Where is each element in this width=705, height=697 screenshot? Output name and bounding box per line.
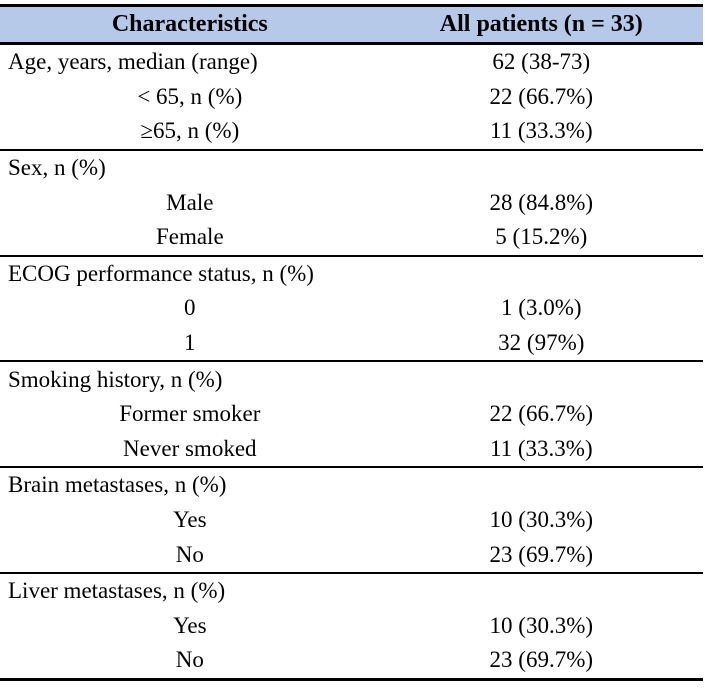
- row-value: 10 (30.3%): [489, 507, 594, 533]
- row-label: ≥65, n (%): [140, 118, 240, 144]
- row-label: 1: [184, 330, 196, 356]
- row-value: 22 (66.7%): [489, 83, 594, 109]
- table-row: ECOG performance status, n (%): [0, 257, 703, 292]
- row-value: 22 (66.7%): [489, 401, 594, 427]
- row-value: 28 (84.8%): [489, 189, 594, 215]
- table-row: Sex, n (%): [0, 151, 703, 186]
- table-row: Former smoker 22 (66.7%): [0, 397, 703, 432]
- characteristics-table: Characteristics All patients (n = 33) Ag…: [0, 4, 703, 681]
- table-row: Never smoked 11 (33.3%): [0, 432, 703, 467]
- row-value: 11 (33.3%): [489, 435, 593, 461]
- row-label: Liver metastases, n (%): [8, 578, 226, 604]
- row-value: 1 (3.0%): [501, 295, 582, 321]
- table-row: Yes 10 (30.3%): [0, 609, 703, 644]
- table-row: Smoking history, n (%): [0, 362, 703, 397]
- table-row: Male 28 (84.8%): [0, 185, 703, 220]
- header-all-patients: All patients (n = 33): [439, 11, 643, 37]
- section-smoking: Smoking history, n (%) Former smoker 22 …: [0, 362, 703, 469]
- table-row: Yes 10 (30.3%): [0, 503, 703, 538]
- table-row: Brain metastases, n (%): [0, 468, 703, 503]
- row-label: Brain metastases, n (%): [8, 472, 227, 498]
- row-label: Female: [155, 224, 224, 250]
- row-label: < 65, n (%): [137, 83, 243, 109]
- row-label: No: [175, 647, 204, 673]
- table-row: Liver metastases, n (%): [0, 574, 703, 609]
- row-label: Smoking history, n (%): [8, 366, 223, 392]
- table-row: No 23 (69.7%): [0, 643, 703, 678]
- table-row: No 23 (69.7%): [0, 537, 703, 572]
- row-value: 23 (69.7%): [489, 647, 594, 673]
- row-label: Male: [166, 189, 214, 215]
- row-label: No: [175, 541, 204, 567]
- row-value: 11 (33.3%): [489, 118, 593, 144]
- table-row: ≥65, n (%) 11 (33.3%): [0, 114, 703, 149]
- table-row: 1 32 (97%): [0, 326, 703, 361]
- row-label: Sex, n (%): [8, 155, 106, 181]
- row-value: 10 (30.3%): [489, 612, 594, 638]
- row-label: Age, years, median (range): [8, 49, 258, 75]
- row-value: 32 (97%): [498, 330, 585, 356]
- section-age: Age, years, median (range) 62 (38-73) < …: [0, 45, 703, 151]
- row-label: Yes: [173, 612, 207, 638]
- section-sex: Sex, n (%) Male 28 (84.8%) Female 5 (15.…: [0, 151, 703, 257]
- row-label: Former smoker: [119, 401, 261, 427]
- row-value: 5 (15.2%): [495, 224, 588, 250]
- section-brain-metastases: Brain metastases, n (%) Yes 10 (30.3%) N…: [0, 468, 703, 574]
- row-label: Yes: [173, 507, 207, 533]
- table-row: Female 5 (15.2%): [0, 220, 703, 255]
- table-row: Age, years, median (range) 62 (38-73): [0, 45, 703, 80]
- table-row: < 65, n (%) 22 (66.7%): [0, 80, 703, 115]
- section-liver-metastases: Liver metastases, n (%) Yes 10 (30.3%) N…: [0, 574, 703, 678]
- row-label: Never smoked: [123, 435, 257, 461]
- table-row: 0 1 (3.0%): [0, 291, 703, 326]
- table-header-row: Characteristics All patients (n = 33): [0, 7, 703, 45]
- row-label: ECOG performance status, n (%): [8, 260, 314, 286]
- row-value: 23 (69.7%): [489, 541, 594, 567]
- row-value: 62 (38-73): [492, 49, 591, 75]
- header-characteristics: Characteristics: [111, 11, 268, 37]
- section-ecog: ECOG performance status, n (%) 0 1 (3.0%…: [0, 257, 703, 363]
- row-label: 0: [184, 295, 196, 321]
